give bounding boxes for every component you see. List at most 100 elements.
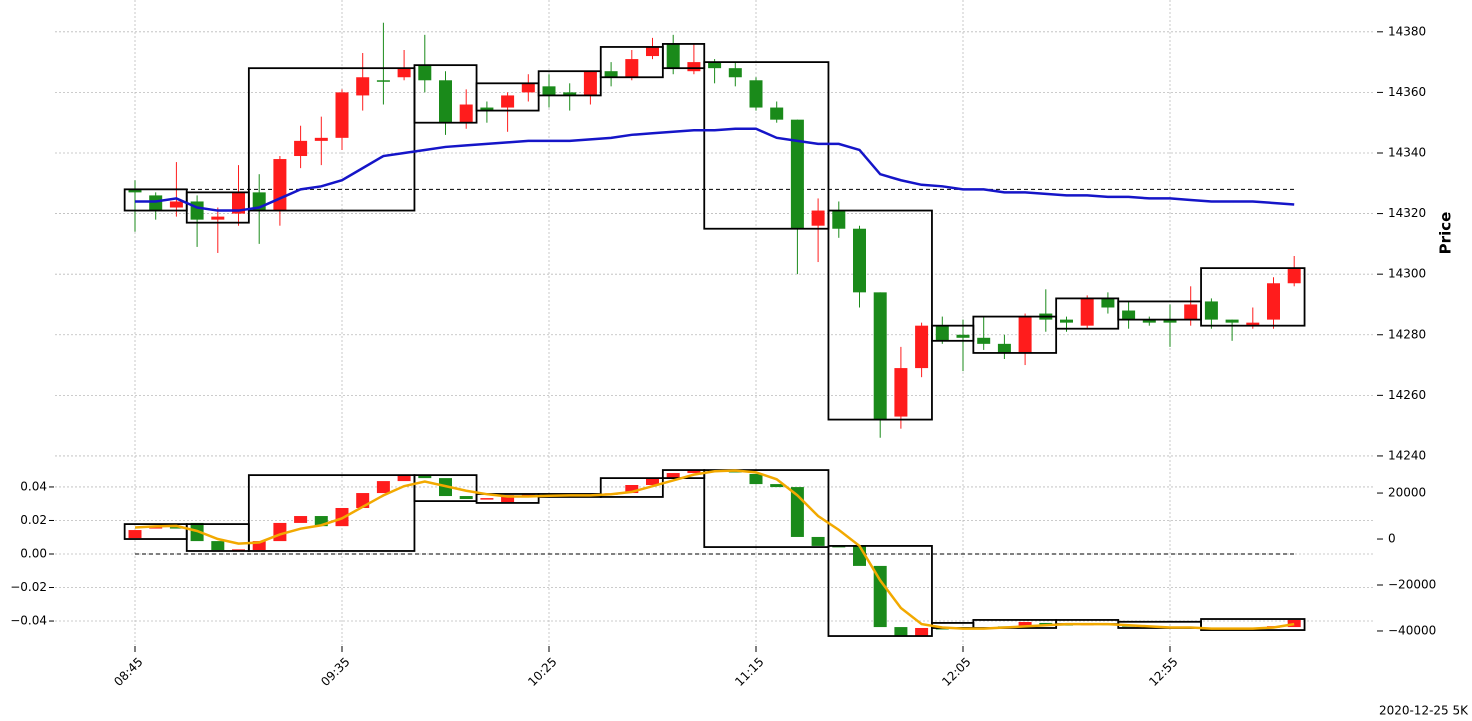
range-box (413, 474, 478, 502)
candle-body (169, 201, 183, 208)
flow-bar (811, 536, 825, 546)
candle-body (1287, 268, 1301, 284)
flow-bar (770, 484, 784, 488)
candle-body (997, 343, 1011, 353)
candle-body (749, 80, 763, 108)
candle-body (1018, 316, 1032, 353)
candle-body (480, 107, 494, 111)
y-tick-label: 14340 (1388, 145, 1426, 159)
candle-body (459, 104, 473, 123)
y-tick-label: 0.00 (20, 546, 47, 560)
y-tick-label: 14300 (1388, 267, 1426, 281)
candle-body (439, 80, 452, 123)
flow-bar (211, 541, 225, 551)
flow-bar (294, 516, 308, 523)
range-box (827, 209, 933, 421)
candle-body (1246, 322, 1260, 326)
range-box (1200, 618, 1306, 631)
flow-bar (1018, 622, 1032, 626)
range-box (1200, 267, 1306, 327)
footer: 2020-12-25 5K (1379, 704, 1469, 718)
y-tick-label: 14380 (1388, 24, 1426, 38)
flow-bar (459, 496, 473, 500)
x-tick-label: 11:15 (732, 655, 766, 689)
range-box (972, 315, 1058, 354)
candle-body (563, 92, 577, 96)
y-tick-label: 0.04 (20, 479, 47, 493)
candle-body (708, 62, 722, 69)
y-tick-label: 14280 (1388, 327, 1426, 341)
flow-bar (1287, 619, 1301, 628)
candle-body (728, 68, 742, 78)
candle-body (1101, 298, 1115, 308)
flow-bar (314, 516, 328, 527)
candle-body (397, 68, 411, 78)
candle-body (604, 71, 618, 78)
flow-bar (418, 475, 432, 479)
candle-body (853, 228, 866, 293)
range-box (475, 82, 540, 112)
flow-bar (687, 470, 701, 474)
candle-body (915, 325, 929, 369)
y2-tick-label: −40000 (1388, 623, 1436, 637)
flow-bar (646, 478, 659, 485)
y-tick-label: 14360 (1388, 85, 1426, 99)
candle-body (625, 59, 639, 78)
range-box (661, 43, 706, 70)
candle-body (1225, 319, 1239, 323)
flow-bar (1039, 622, 1053, 625)
candle-body (314, 137, 328, 141)
y-tick-label: −0.04 (10, 614, 47, 628)
range-box (703, 469, 830, 548)
candle-body (376, 80, 390, 82)
y-tick-label: 14320 (1388, 206, 1426, 220)
flow-bar (873, 565, 887, 628)
candle-body (501, 95, 515, 108)
range-box (475, 493, 540, 504)
candle-body (1184, 304, 1198, 320)
y-tick-label: 0.02 (20, 513, 47, 527)
candle-body (542, 86, 556, 96)
candle-body (273, 159, 287, 211)
candle-body (583, 71, 597, 96)
candle-body (128, 189, 142, 193)
candle-body (646, 46, 659, 57)
y-tick-label: −0.02 (10, 580, 47, 594)
x-tick-label: 12:05 (939, 655, 973, 689)
candle-body (894, 368, 908, 417)
y2-tick-label: −20000 (1388, 578, 1436, 592)
flow-bar (480, 498, 494, 500)
candle-body (1163, 319, 1177, 323)
candle-body (232, 192, 245, 214)
y2-tick-label: 0 (1388, 532, 1396, 546)
flow-bar (252, 541, 266, 551)
range-box (703, 61, 830, 230)
candle-body (666, 43, 680, 69)
flow-bar (169, 527, 183, 529)
candle-body (770, 107, 784, 120)
range-box (537, 70, 602, 97)
range-box (599, 477, 664, 498)
candle-body (687, 62, 701, 72)
marks (123, 22, 1306, 637)
flow-bar (749, 473, 763, 485)
range-box (247, 67, 416, 212)
candle-body (335, 92, 349, 138)
candle-body (294, 140, 308, 157)
candle-body (1080, 298, 1094, 326)
candle-body (1142, 319, 1156, 323)
flow-bar (149, 527, 163, 529)
candle-body (1267, 283, 1280, 320)
flow-bar (853, 546, 866, 566)
flow-bar (915, 627, 929, 637)
x-tick-label: 09:35 (318, 655, 352, 689)
flow-bar (128, 530, 142, 539)
candle-body (418, 65, 432, 81)
flow-bar (666, 473, 680, 479)
candle-body (811, 210, 825, 226)
flow-bar (397, 475, 411, 482)
candle-body (1122, 310, 1136, 320)
y-tick-label: 14240 (1388, 448, 1426, 462)
candle-body (935, 325, 949, 341)
candle-body (832, 210, 846, 229)
